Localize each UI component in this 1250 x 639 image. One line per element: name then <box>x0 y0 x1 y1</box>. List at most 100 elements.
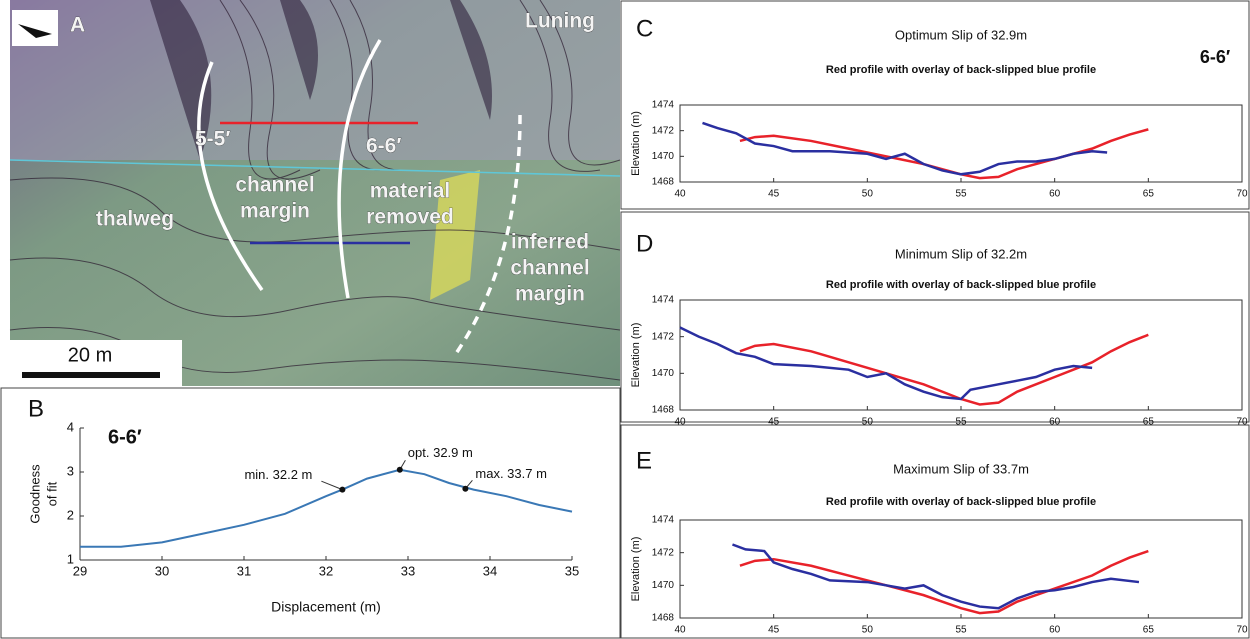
panel-letter: E <box>636 447 652 474</box>
x-tick-label: 55 <box>955 417 967 428</box>
point <box>339 486 346 493</box>
x-tick-label: 65 <box>1143 189 1155 200</box>
panel-frame <box>620 424 1250 639</box>
map-label: removed <box>366 206 454 229</box>
x-tick-label: 60 <box>1049 189 1061 200</box>
chart-title: Minimum Slip of 32.2m <box>895 246 1027 261</box>
x-tick-label: 45 <box>768 625 780 636</box>
scale-bar <box>22 372 160 378</box>
series-line <box>80 468 573 548</box>
y-tick-label: 1474 <box>652 515 675 526</box>
point-label: min. 32.2 m <box>244 467 312 482</box>
x-tick-label: 29 <box>73 563 87 578</box>
north-arrow <box>18 24 52 38</box>
x-tick-label: 31 <box>237 563 251 578</box>
y-tick-label: 1470 <box>652 368 675 379</box>
x-tick-label: 35 <box>565 563 579 578</box>
panel-label: A <box>70 14 85 37</box>
chart-subtitle: Red profile with overlay of back-slipped… <box>826 64 1096 76</box>
map-panel: A Luning 5-5′ 6-6′ channel margin thalwe… <box>9 0 621 386</box>
panel-letter: C <box>636 15 653 42</box>
y-tick-label: 1472 <box>652 331 675 342</box>
x-tick-label: 70 <box>1236 417 1248 428</box>
y-tick-label: 1472 <box>652 547 675 558</box>
x-tick-label: 30 <box>155 563 169 578</box>
y-tick-label: 1470 <box>652 580 675 591</box>
channel-margin-line <box>337 39 382 299</box>
x-tick-label: 65 <box>1143 625 1155 636</box>
panel-frame <box>620 211 1250 423</box>
boundary-line <box>9 159 621 177</box>
x-tick-label: 65 <box>1143 417 1155 428</box>
x-tick-label: 40 <box>674 625 686 636</box>
y-tick-label: 1468 <box>652 613 675 624</box>
y-tick-label: 3 <box>67 463 74 478</box>
x-tick-label: 60 <box>1049 417 1061 428</box>
map-label: margin <box>515 283 585 306</box>
panel-letter: D <box>636 230 653 257</box>
dark-ridge <box>150 0 492 160</box>
material-removed-area <box>430 170 480 300</box>
series-line <box>739 333 1149 406</box>
x-tick-label: 45 <box>768 189 780 200</box>
series-line <box>679 326 1093 401</box>
panel-frame <box>0 387 621 639</box>
profile-label: 6-6′ <box>366 135 401 158</box>
x-axis-label: Displacement (m) <box>271 599 381 615</box>
map-label: margin <box>240 200 310 223</box>
x-tick-label: 50 <box>862 189 874 200</box>
series-line <box>732 543 1140 610</box>
map-label: material <box>370 180 451 203</box>
y-tick-label: 2 <box>67 507 74 522</box>
north-arrow-box <box>12 10 58 46</box>
chart-title: 6-6′ <box>108 426 142 448</box>
map-label: inferred <box>511 231 589 254</box>
y-axis-label: Elevation (m) <box>630 323 642 388</box>
plot-frame <box>679 104 1243 183</box>
map-label: thalweg <box>96 208 174 231</box>
scale-box <box>10 340 182 386</box>
x-tick-label: 32 <box>319 563 333 578</box>
x-tick-label: 40 <box>674 189 686 200</box>
x-tick-label: 60 <box>1049 625 1061 636</box>
plot-frame <box>679 299 1243 411</box>
place-label: Luning <box>525 10 595 33</box>
panel-frame <box>620 0 1250 210</box>
x-tick-label: 45 <box>768 417 780 428</box>
y-axis-label: Goodness <box>27 464 42 524</box>
y-tick-label: 1472 <box>652 125 675 136</box>
leader-line <box>321 480 343 491</box>
x-tick-label: 50 <box>862 417 874 428</box>
point-label: max. 33.7 m <box>475 466 547 481</box>
point <box>462 485 469 492</box>
profile-label: 5-5′ <box>195 128 230 151</box>
x-tick-label: 33 <box>401 563 415 578</box>
x-tick-label: 55 <box>955 625 967 636</box>
chart-subtitle: Red profile with overlay of back-slipped… <box>826 279 1096 291</box>
series-line <box>739 549 1149 615</box>
x-tick-label: 55 <box>955 189 967 200</box>
map-label: channel <box>510 257 589 280</box>
chart-title: Optimum Slip of 32.9m <box>895 27 1027 42</box>
x-tick-label: 70 <box>1236 625 1248 636</box>
panel-letter: B <box>28 395 44 422</box>
x-tick-label: 50 <box>862 625 874 636</box>
profile-note: 6-6′ <box>1200 47 1230 67</box>
point-label: opt. 32.9 m <box>408 445 473 460</box>
point <box>396 466 403 473</box>
x-tick-label: 40 <box>674 417 686 428</box>
y-tick-label: 1474 <box>652 295 675 306</box>
x-tick-label: 34 <box>483 563 497 578</box>
map-label: channel <box>235 174 314 197</box>
y-axis-label: of fit <box>44 481 59 506</box>
y-tick-label: 1 <box>67 551 74 566</box>
y-tick-label: 1468 <box>652 405 675 416</box>
thalweg-line <box>197 61 264 292</box>
y-tick-label: 4 <box>67 419 74 434</box>
y-axis-label: Elevation (m) <box>630 537 642 602</box>
y-tick-label: 1474 <box>652 100 675 111</box>
y-axis-label: Elevation (m) <box>630 111 642 176</box>
x-tick-label: 70 <box>1236 189 1248 200</box>
scale-label: 20 m <box>68 344 112 366</box>
